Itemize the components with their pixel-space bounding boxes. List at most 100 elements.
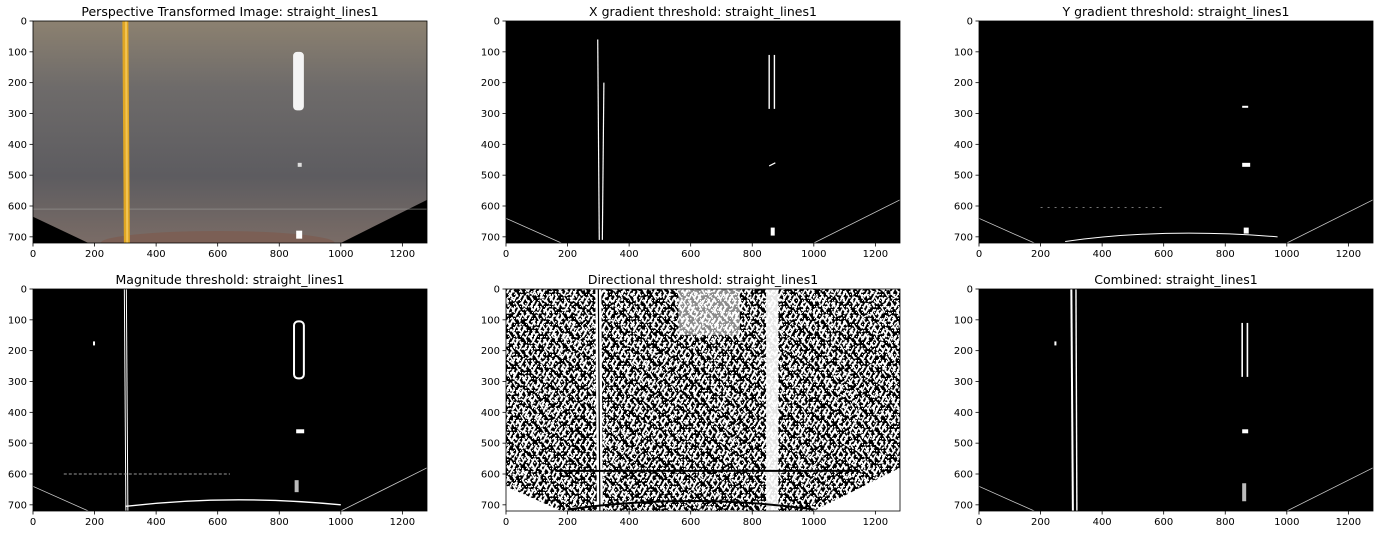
y-tick-label: 400: [481, 408, 500, 419]
x-tick-label: 400: [147, 249, 166, 260]
x-tick-label: 1200: [390, 249, 415, 260]
panel-title: Directional threshold: straight_lines1: [588, 272, 818, 287]
y-tick-label: 600: [481, 470, 500, 481]
y-tick-label: 400: [8, 140, 27, 151]
x-tick-label: 600: [208, 517, 227, 528]
plot-frame: [505, 288, 901, 512]
y-tick-label: 200: [954, 346, 973, 357]
plot-frame: [978, 288, 1374, 512]
panel-image: [33, 289, 427, 511]
x-tick-label: 1000: [801, 517, 826, 528]
panel-5: Directional threshold: straight_lines1 0 2…: [481, 272, 901, 528]
x-tick-label: 1200: [863, 249, 888, 260]
panel-title: X gradient threshold: straight_lines1: [589, 4, 817, 19]
x-tick-label: 200: [85, 517, 104, 528]
x-tick-label: 600: [1154, 249, 1173, 260]
y-tick-label: 500: [954, 439, 973, 450]
x-tick-label: 1000: [328, 517, 353, 528]
panel-2: X gradient threshold: straight_lines1 0 20…: [481, 4, 901, 260]
y-tick-label: 500: [481, 171, 500, 182]
x-tick-label: 200: [1031, 249, 1050, 260]
x-tick-label: 0: [30, 517, 36, 528]
y-tick-label: 600: [481, 202, 500, 213]
y-tick-label: 600: [8, 470, 27, 481]
y-tick-label: 0: [494, 285, 500, 296]
y-tick-label: 700: [954, 232, 973, 243]
x-tick-label: 600: [208, 249, 227, 260]
y-tick-label: 500: [8, 171, 27, 182]
panel-image: [506, 21, 900, 243]
y-tick-label: 300: [481, 377, 500, 388]
panel-image: [979, 21, 1373, 243]
x-tick-label: 400: [147, 517, 166, 528]
x-tick-label: 0: [30, 249, 36, 260]
plot-frame: [978, 20, 1374, 244]
y-tick-label: 500: [954, 171, 973, 182]
y-tick-label: 600: [8, 202, 27, 213]
panel-image: [979, 289, 1373, 511]
y-tick-label: 300: [8, 109, 27, 120]
y-tick-label: 100: [481, 47, 500, 58]
x-tick-label: 800: [1216, 249, 1235, 260]
x-tick-label: 400: [620, 517, 639, 528]
x-tick-label: 1000: [1274, 517, 1299, 528]
x-tick-label: 800: [743, 517, 762, 528]
x-tick-label: 0: [503, 249, 509, 260]
y-tick-label: 400: [954, 408, 973, 419]
x-tick-label: 1200: [390, 517, 415, 528]
panel-image: [506, 289, 900, 511]
y-tick-label: 0: [21, 285, 27, 296]
y-tick-label: 100: [954, 315, 973, 326]
panel-3: Y gradient threshold: straight_lines1 0 20…: [954, 4, 1374, 260]
y-tick-label: 700: [8, 232, 27, 243]
x-tick-label: 1000: [1274, 249, 1299, 260]
x-tick-label: 1200: [1336, 517, 1361, 528]
y-tick-label: 0: [21, 17, 27, 28]
x-tick-label: 1000: [801, 249, 826, 260]
y-tick-label: 400: [954, 140, 973, 151]
y-tick-label: 200: [481, 346, 500, 357]
y-tick-label: 0: [967, 285, 973, 296]
y-tick-label: 700: [481, 232, 500, 243]
panel-image: [33, 21, 427, 243]
x-tick-label: 200: [558, 249, 577, 260]
panel-1: Perspective Transformed Image: straight_…: [8, 4, 428, 260]
x-tick-label: 400: [620, 249, 639, 260]
x-tick-label: 800: [270, 249, 289, 260]
y-tick-label: 700: [954, 500, 973, 511]
y-tick-label: 300: [8, 377, 27, 388]
x-tick-label: 1200: [1336, 249, 1361, 260]
y-tick-label: 0: [494, 17, 500, 28]
y-tick-label: 400: [8, 408, 27, 419]
panel-title: Y gradient threshold: straight_lines1: [1061, 4, 1289, 19]
plot-frame: [32, 20, 428, 244]
y-tick-label: 0: [967, 17, 973, 28]
x-tick-label: 0: [976, 249, 982, 260]
panel-title: Perspective Transformed Image: straight_…: [81, 4, 378, 19]
plot-frame: [32, 288, 428, 512]
x-tick-label: 0: [503, 517, 509, 528]
x-tick-label: 800: [270, 517, 289, 528]
x-tick-label: 200: [558, 517, 577, 528]
x-tick-label: 200: [85, 249, 104, 260]
y-tick-label: 600: [954, 470, 973, 481]
x-tick-label: 200: [1031, 517, 1050, 528]
y-tick-label: 500: [8, 439, 27, 450]
y-tick-label: 300: [954, 377, 973, 388]
y-tick-label: 600: [954, 202, 973, 213]
y-tick-label: 300: [954, 109, 973, 120]
y-tick-label: 200: [8, 78, 27, 89]
panel-4: Magnitude threshold: straight_lines1 0 200…: [8, 272, 428, 528]
y-tick-label: 100: [481, 315, 500, 326]
x-tick-label: 600: [1154, 517, 1173, 528]
x-tick-label: 800: [1216, 517, 1235, 528]
y-tick-label: 700: [8, 500, 27, 511]
x-tick-label: 400: [1093, 249, 1112, 260]
y-tick-label: 100: [954, 47, 973, 58]
y-tick-label: 100: [8, 47, 27, 58]
x-tick-label: 600: [681, 517, 700, 528]
x-tick-label: 800: [743, 249, 762, 260]
plot-frame: [505, 20, 901, 244]
x-tick-label: 1000: [328, 249, 353, 260]
